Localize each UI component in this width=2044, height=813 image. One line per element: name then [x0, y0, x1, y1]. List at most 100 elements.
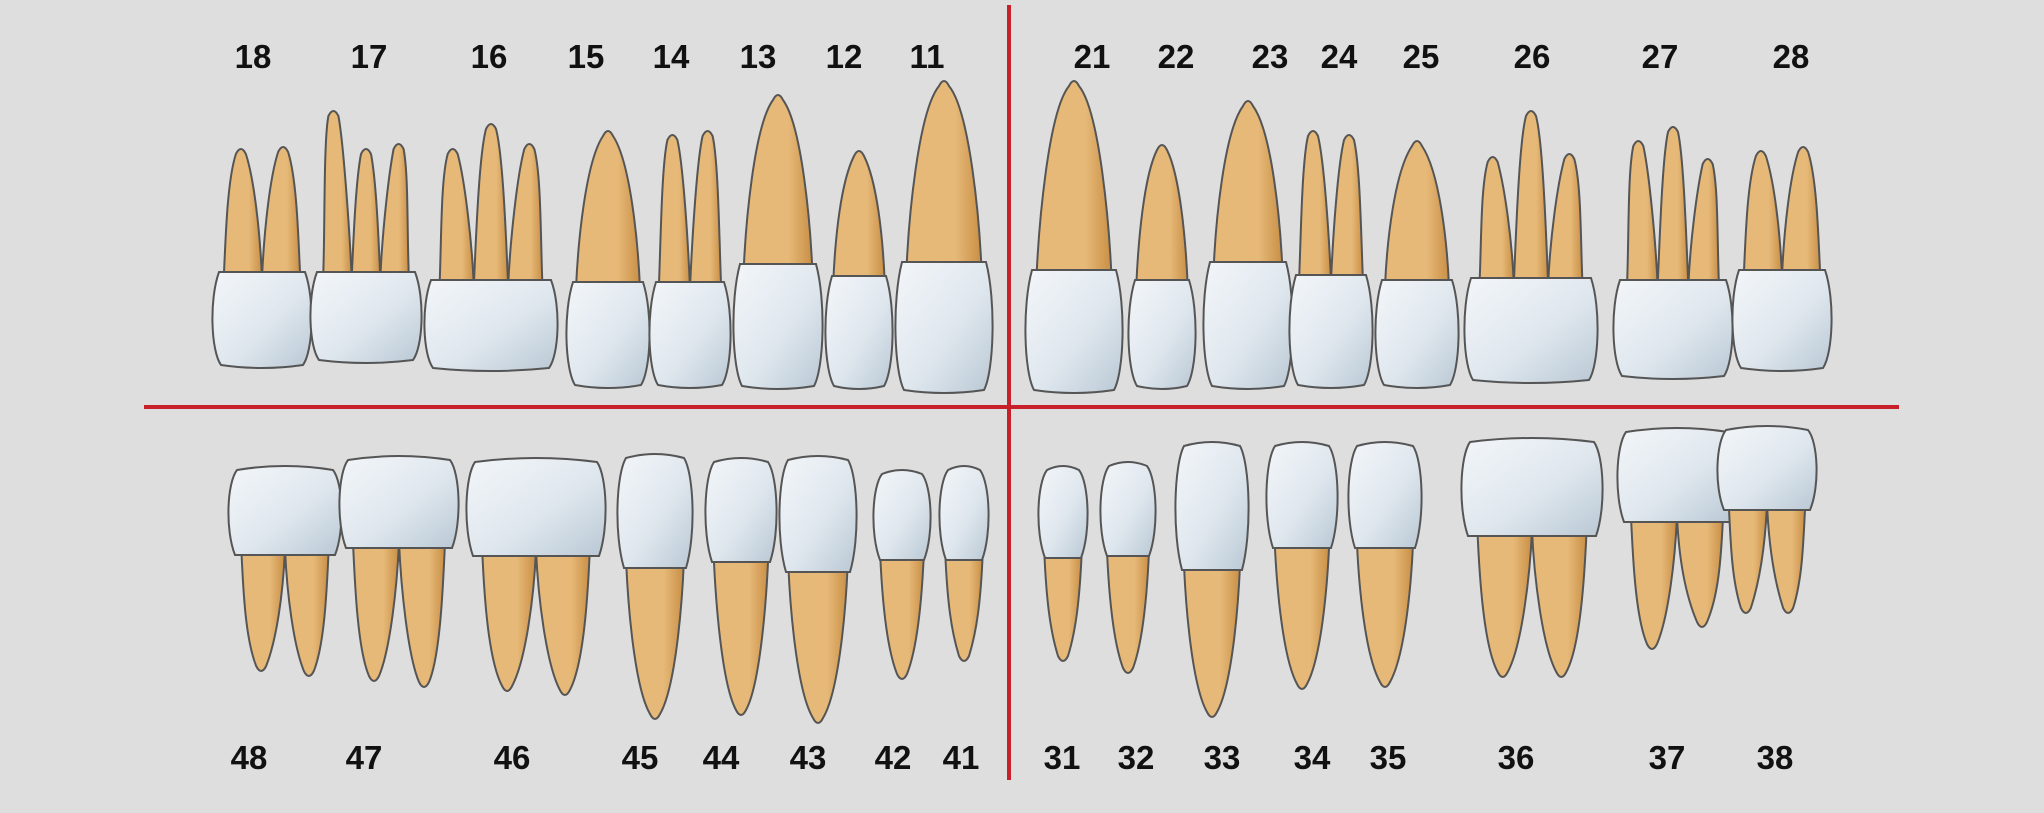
tooth-36-root	[1476, 529, 1534, 678]
tooth-18-root	[260, 146, 302, 279]
tooth-label-42: 42	[874, 739, 912, 776]
tooth-33-crown	[1174, 441, 1250, 571]
tooth-14-root	[688, 130, 723, 289]
tooth-label-18: 18	[234, 38, 272, 75]
tooth-label-27: 27	[1641, 38, 1679, 75]
tooth-22-crown	[1127, 279, 1197, 390]
tooth-31-root	[1043, 551, 1083, 662]
tooth-24-root	[1329, 134, 1365, 282]
tooth-label-23: 23	[1251, 38, 1289, 75]
tooth-11	[894, 80, 994, 394]
tooth-43	[778, 455, 858, 724]
tooth-38-crown	[1716, 425, 1818, 511]
tooth-37-root	[1629, 515, 1679, 650]
tooth-41-root	[944, 553, 984, 662]
tooth-41-crown	[938, 465, 990, 561]
tooth-42-root	[879, 553, 925, 680]
tooth-label-46: 46	[493, 739, 531, 776]
tooth-18-crown	[211, 271, 313, 369]
tooth-22	[1127, 144, 1197, 390]
tooth-label-31: 31	[1043, 739, 1081, 776]
tooth-14-crown	[648, 281, 732, 389]
tooth-34-crown	[1265, 441, 1339, 549]
tooth-13-crown	[732, 263, 824, 390]
tooth-label-44: 44	[702, 739, 740, 776]
tooth-17-root	[322, 110, 353, 279]
tooth-26-crown	[1463, 277, 1599, 384]
tooth-label-37: 37	[1648, 739, 1686, 776]
tooth-46-root	[534, 549, 591, 696]
tooth-32-crown	[1099, 461, 1157, 557]
tooth-27-crown	[1612, 279, 1734, 380]
tooth-23-root	[1212, 100, 1284, 269]
tooth-44	[704, 457, 778, 716]
tooth-label-17: 17	[350, 38, 388, 75]
tooth-43-root	[787, 565, 849, 724]
tooth-16-root	[438, 148, 475, 287]
tooth-16-root	[472, 123, 510, 287]
tooth-36	[1460, 437, 1604, 678]
tooth-label-47: 47	[345, 739, 383, 776]
tooth-48-crown	[227, 465, 343, 556]
tooth-38-root	[1765, 503, 1807, 614]
tooth-17-root	[350, 148, 382, 279]
midline-vertical-divider	[1007, 5, 1011, 780]
tooth-16	[423, 123, 559, 372]
tooth-38	[1716, 425, 1818, 614]
tooth-label-33: 33	[1203, 739, 1241, 776]
tooth-label-38: 38	[1756, 739, 1794, 776]
tooth-35	[1347, 441, 1423, 688]
tooth-42-crown	[872, 469, 932, 561]
tooth-label-21: 21	[1073, 38, 1111, 75]
tooth-17	[309, 110, 423, 364]
tooth-21-root	[1035, 80, 1113, 277]
tooth-15	[565, 130, 651, 389]
tooth-25	[1374, 140, 1460, 389]
tooth-label-11: 11	[909, 38, 945, 75]
tooth-11-root	[905, 80, 983, 269]
tooth-27-root	[1687, 158, 1721, 287]
tooth-48-root	[240, 548, 287, 672]
tooth-42	[872, 469, 932, 680]
tooth-label-13: 13	[739, 38, 777, 75]
tooth-48-root	[283, 548, 330, 677]
tooth-47-crown	[338, 455, 460, 549]
tooth-26-root	[1547, 153, 1584, 285]
tooth-38-root	[1727, 503, 1769, 614]
tooth-44-crown	[704, 457, 778, 563]
tooth-label-32: 32	[1117, 739, 1155, 776]
tooth-label-45: 45	[621, 739, 659, 776]
tooth-23-crown	[1202, 261, 1294, 390]
tooth-47-root	[351, 541, 401, 682]
tooth-14-root	[657, 134, 692, 289]
tooth-label-25: 25	[1402, 38, 1440, 75]
tooth-28-crown	[1731, 269, 1833, 372]
tooth-label-26: 26	[1513, 38, 1551, 75]
tooth-12-root	[832, 150, 886, 283]
tooth-26-root	[1512, 110, 1550, 285]
tooth-45	[616, 453, 694, 720]
tooth-45-root	[625, 561, 685, 720]
tooth-43-crown	[778, 455, 858, 573]
tooth-label-15: 15	[567, 38, 605, 75]
tooth-28-root	[1780, 146, 1822, 277]
tooth-41	[938, 465, 990, 662]
tooth-27	[1612, 126, 1734, 380]
tooth-47	[338, 455, 460, 688]
tooth-12	[824, 150, 894, 390]
occlusal-horizontal-divider	[144, 405, 1899, 409]
tooth-46-crown	[465, 457, 607, 557]
tooth-label-34: 34	[1293, 739, 1331, 776]
tooth-label-28: 28	[1772, 38, 1810, 75]
tooth-28-root	[1742, 150, 1784, 277]
tooth-18	[211, 146, 313, 369]
tooth-15-crown	[565, 281, 651, 389]
tooth-34	[1265, 441, 1339, 690]
tooth-label-48: 48	[230, 739, 268, 776]
tooth-12-crown	[824, 275, 894, 390]
tooth-label-16: 16	[470, 38, 508, 75]
tooth-31-crown	[1037, 465, 1089, 559]
tooth-45-crown	[616, 453, 694, 569]
tooth-21-crown	[1024, 269, 1124, 394]
